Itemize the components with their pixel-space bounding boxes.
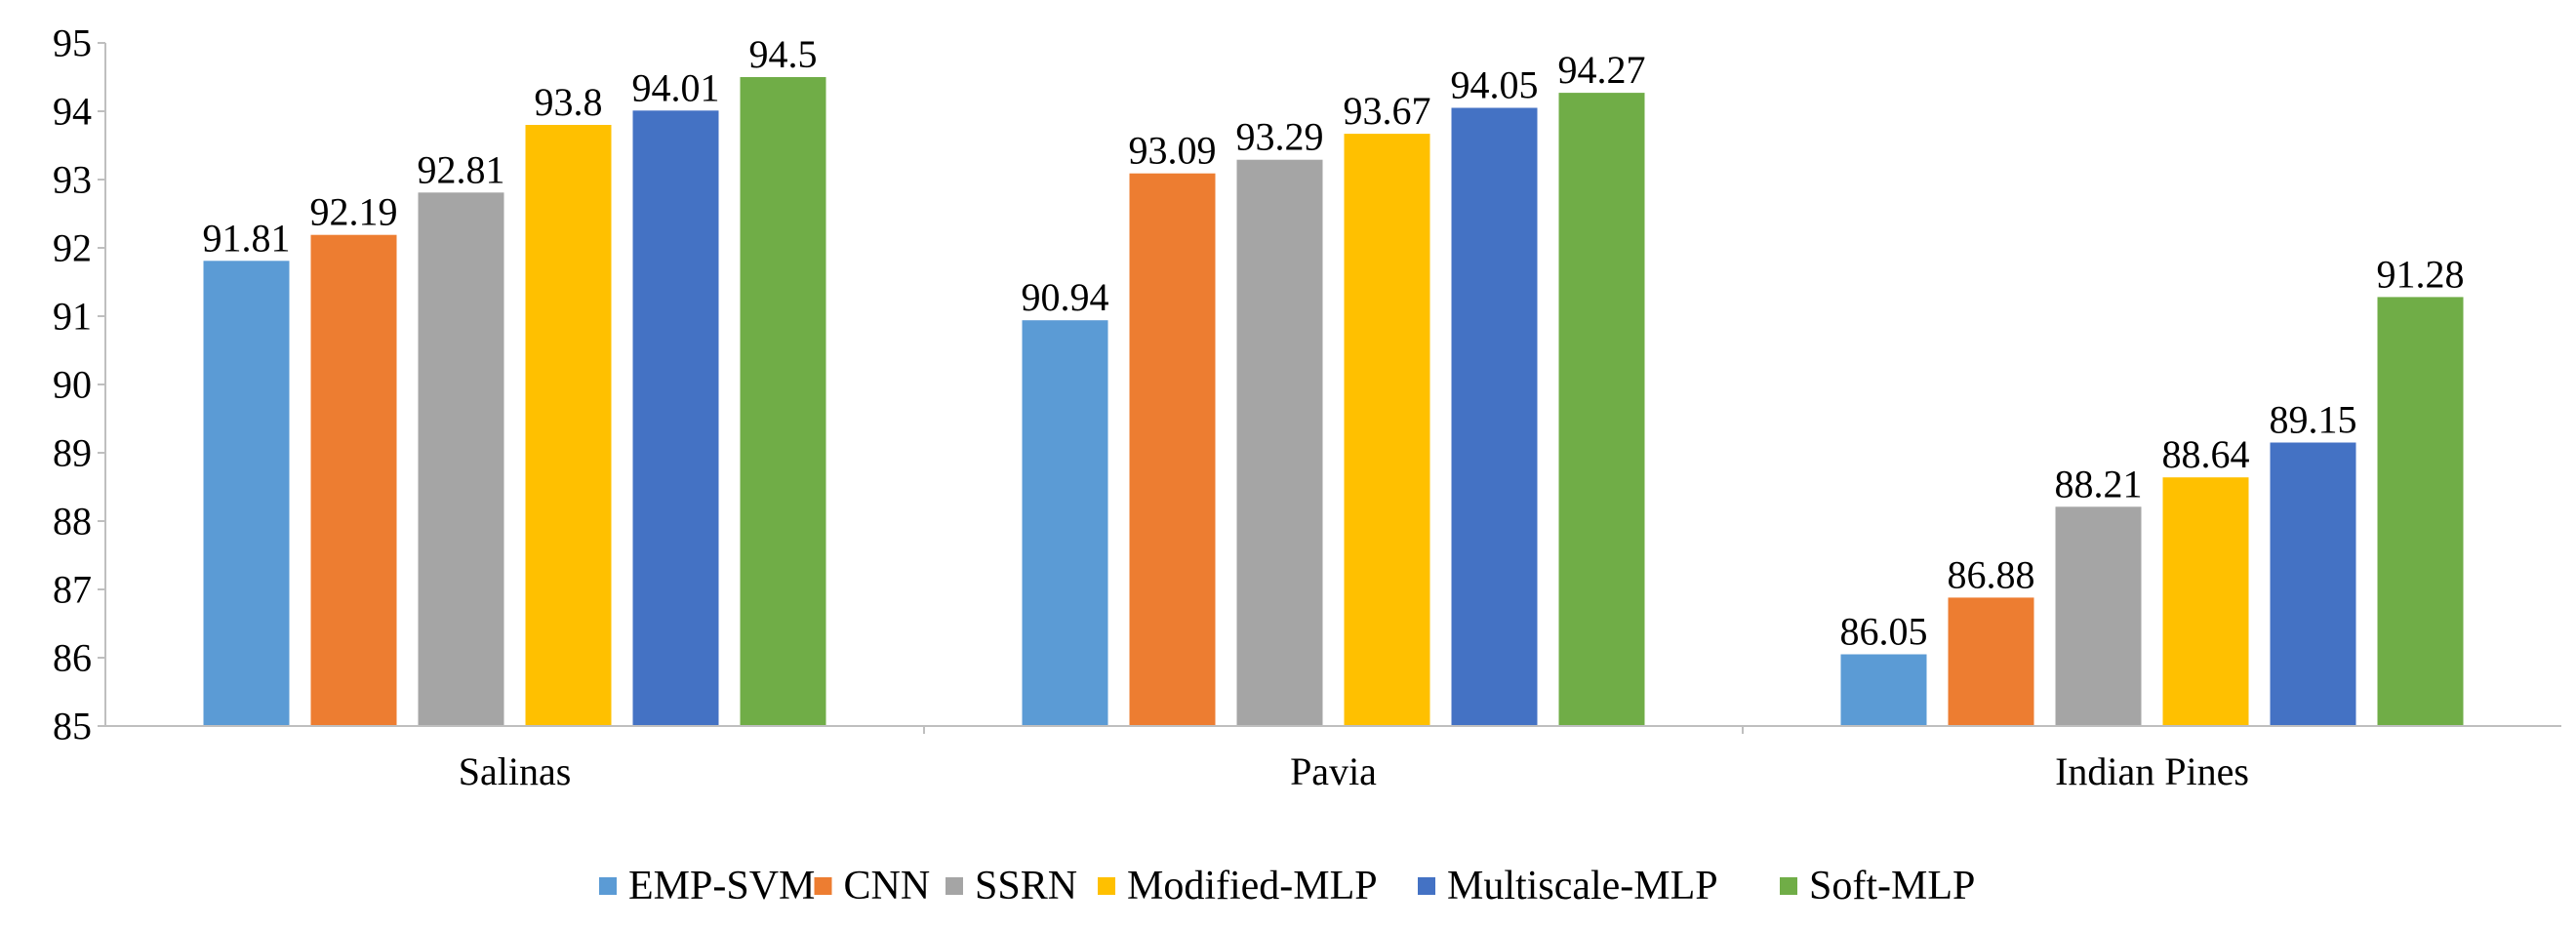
data-label: 86.88 xyxy=(1948,552,2035,596)
data-label: 93.67 xyxy=(1344,89,1431,133)
bar-emp-svm-salinas xyxy=(203,261,290,726)
legend: EMP-SVM CNN SSRN Modified-MLP Multiscale-MLP… xyxy=(599,864,1975,909)
y-tick-label: 89 xyxy=(53,431,92,475)
data-label: 93.8 xyxy=(535,80,603,124)
data-label: 94.27 xyxy=(1558,48,1646,92)
data-labels: 91.81 92.19 92.81 93.8 94.01 94.5 90.94 93.09 93… xyxy=(203,32,2465,654)
bar-soft-mlp-salinas xyxy=(740,77,826,726)
data-label: 94.01 xyxy=(632,65,720,109)
data-label: 88.64 xyxy=(2162,432,2250,476)
y-tick-label: 90 xyxy=(53,363,92,407)
legend-swatch xyxy=(599,877,617,895)
y-tick-label: 85 xyxy=(53,705,92,748)
bar-soft-mlp-indian-pines xyxy=(2377,297,2464,726)
bar-multiscale-mlp-indian-pines xyxy=(2270,442,2356,726)
bar-modified-mlp-indian-pines xyxy=(2162,477,2249,726)
legend-label: EMP-SVM xyxy=(628,864,815,909)
data-label: 90.94 xyxy=(1022,275,1109,319)
y-tick-label: 88 xyxy=(53,500,92,544)
legend-swatch xyxy=(1098,877,1115,895)
y-tick-label: 92 xyxy=(53,226,92,270)
x-category-label: Salinas xyxy=(459,749,572,793)
data-label: 88.21 xyxy=(2055,462,2143,505)
x-category-label: Indian Pines xyxy=(2055,749,2249,793)
bar-multiscale-mlp-pavia xyxy=(1451,107,1538,726)
data-label: 92.81 xyxy=(418,147,505,191)
data-label: 89.15 xyxy=(2270,398,2357,442)
bar-cnn-salinas xyxy=(310,234,397,726)
legend-label: Multiscale-MLP xyxy=(1447,864,1718,909)
bar-emp-svm-indian-pines xyxy=(1840,654,1927,726)
bar-cnn-pavia xyxy=(1129,173,1216,726)
legend-swatch xyxy=(814,877,832,895)
legend-swatch xyxy=(946,877,963,895)
data-label: 91.81 xyxy=(203,216,291,260)
legend-swatch xyxy=(1418,877,1435,895)
legend-label: SSRN xyxy=(975,864,1077,909)
bar-modified-mlp-salinas xyxy=(525,125,612,726)
legend-label: CNN xyxy=(844,864,931,909)
y-tick-label: 93 xyxy=(53,158,92,202)
data-label: 91.28 xyxy=(2377,252,2465,296)
bars xyxy=(203,77,2464,727)
y-tick-label: 95 xyxy=(53,21,92,65)
x-axis: Salinas Pavia Indian Pines xyxy=(105,725,2561,793)
bar-ssrn-indian-pines xyxy=(2055,506,2142,726)
y-tick-label: 87 xyxy=(53,568,92,612)
legend-label: Soft-MLP xyxy=(1809,864,1975,909)
data-label: 92.19 xyxy=(310,190,398,234)
data-label: 86.05 xyxy=(1840,610,1928,654)
bar-emp-svm-pavia xyxy=(1022,320,1108,726)
data-label: 93.09 xyxy=(1129,129,1217,173)
y-tick-label: 86 xyxy=(53,636,92,680)
legend-swatch xyxy=(1780,877,1797,895)
bar-modified-mlp-pavia xyxy=(1344,134,1430,727)
data-label: 94.5 xyxy=(749,32,818,76)
bar-cnn-indian-pines xyxy=(1948,597,2034,726)
legend-label: Modified-MLP xyxy=(1127,864,1378,909)
y-tick-label: 91 xyxy=(53,295,92,339)
bar-ssrn-pavia xyxy=(1236,159,1323,726)
x-category-label: Pavia xyxy=(1290,749,1377,793)
y-axis: 85 86 87 88 89 90 91 92 93 94 95 xyxy=(53,21,106,748)
data-label: 94.05 xyxy=(1451,63,1539,107)
bar-soft-mlp-pavia xyxy=(1558,93,1645,727)
bar-multiscale-mlp-salinas xyxy=(632,110,719,727)
y-tick-label: 94 xyxy=(53,90,92,134)
bar-ssrn-salinas xyxy=(418,192,504,727)
data-label: 93.29 xyxy=(1236,115,1324,159)
